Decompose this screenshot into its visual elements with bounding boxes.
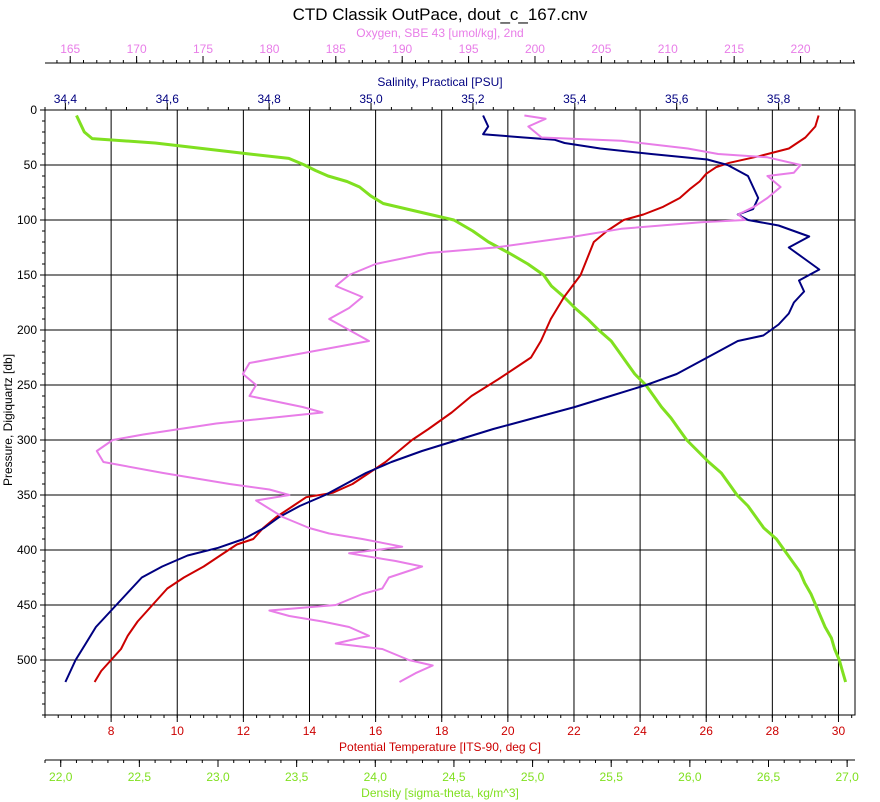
axis-title-density: Density [sigma-theta, kg/m^3] xyxy=(361,786,519,800)
tick-label-temperature: 14 xyxy=(303,724,317,738)
data-series xyxy=(64,114,848,683)
y-tick-label: 200 xyxy=(17,323,37,337)
tick-label-temperature: 22 xyxy=(567,724,581,738)
tick-label-temperature: 26 xyxy=(700,724,714,738)
tick-label-temperature: 16 xyxy=(369,724,383,738)
y-tick-label: 100 xyxy=(17,213,37,227)
tick-label-temperature: 8 xyxy=(108,724,115,738)
tick-label-oxygen: 185 xyxy=(326,42,346,56)
axis-title-oxygen: Oxygen, SBE 43 [umol/kg], 2nd xyxy=(356,26,523,40)
tick-label-density: 23,0 xyxy=(206,770,230,784)
tick-label-density: 27,0 xyxy=(835,770,859,784)
grid-lines xyxy=(45,110,855,715)
tick-label-oxygen: 200 xyxy=(525,42,545,56)
tick-label-density: 24,0 xyxy=(364,770,388,784)
y-axis-label: Pressure, Digiquartz [db] xyxy=(1,354,15,486)
axis-title-salinity: Salinity, Practical [PSU] xyxy=(377,75,502,89)
tick-label-oxygen: 175 xyxy=(193,42,213,56)
tick-label-oxygen: 195 xyxy=(459,42,479,56)
tick-label-salinity: 34,8 xyxy=(257,92,281,106)
tick-label-density: 25,5 xyxy=(600,770,624,784)
tick-label-salinity: 35,4 xyxy=(563,92,587,106)
tick-label-density: 23,5 xyxy=(285,770,309,784)
y-tick-label: 400 xyxy=(17,543,37,557)
tick-label-temperature: 20 xyxy=(501,724,515,738)
tick-label-temperature: 30 xyxy=(832,724,846,738)
tick-label-oxygen: 215 xyxy=(724,42,744,56)
y-tick-label: 450 xyxy=(17,598,37,612)
tick-label-salinity: 35,2 xyxy=(461,92,485,106)
plot-frame xyxy=(44,109,856,716)
y-tick-label: 150 xyxy=(17,268,37,282)
tick-label-density: 26,5 xyxy=(757,770,781,784)
tick-label-oxygen: 180 xyxy=(259,42,279,56)
axis-title-temperature: Potential Temperature [ITS-90, deg C] xyxy=(339,740,541,754)
tick-label-density: 26,0 xyxy=(678,770,702,784)
tick-label-salinity: 35,8 xyxy=(767,92,791,106)
tick-label-salinity: 35,0 xyxy=(359,92,383,106)
tick-label-oxygen: 220 xyxy=(791,42,811,56)
chart-title: CTD Classik OutPace, dout_c_167.cnv xyxy=(293,5,588,24)
tick-label-salinity: 34,6 xyxy=(156,92,180,106)
tick-label-oxygen: 205 xyxy=(591,42,611,56)
tick-label-salinity: 35,6 xyxy=(665,92,689,106)
tick-label-oxygen: 165 xyxy=(60,42,80,56)
tick-label-oxygen: 170 xyxy=(127,42,147,56)
y-tick-label: 300 xyxy=(17,433,37,447)
tick-label-density: 22,0 xyxy=(49,770,73,784)
series-line-oxygen xyxy=(95,114,802,683)
y-tick-label: 350 xyxy=(17,488,37,502)
tick-label-temperature: 28 xyxy=(766,724,780,738)
series-line-temperature xyxy=(93,115,820,683)
tick-label-density: 25,0 xyxy=(521,770,545,784)
y-tick-label: 0 xyxy=(30,103,37,117)
tick-label-salinity: 34,4 xyxy=(54,92,78,106)
tick-label-oxygen: 210 xyxy=(658,42,678,56)
series-line-density xyxy=(75,114,848,683)
y-tick-label: 50 xyxy=(24,158,38,172)
tick-label-density: 22,5 xyxy=(128,770,152,784)
y-tick-label: 500 xyxy=(17,653,37,667)
tick-label-temperature: 10 xyxy=(171,724,185,738)
tick-label-density: 24,5 xyxy=(442,770,466,784)
y-tick-label: 250 xyxy=(17,378,37,392)
tick-label-oxygen: 190 xyxy=(392,42,412,56)
tick-label-temperature: 18 xyxy=(435,724,449,738)
tick-label-temperature: 12 xyxy=(237,724,251,738)
tick-label-temperature: 24 xyxy=(633,724,647,738)
series-line-salinity xyxy=(64,115,821,683)
